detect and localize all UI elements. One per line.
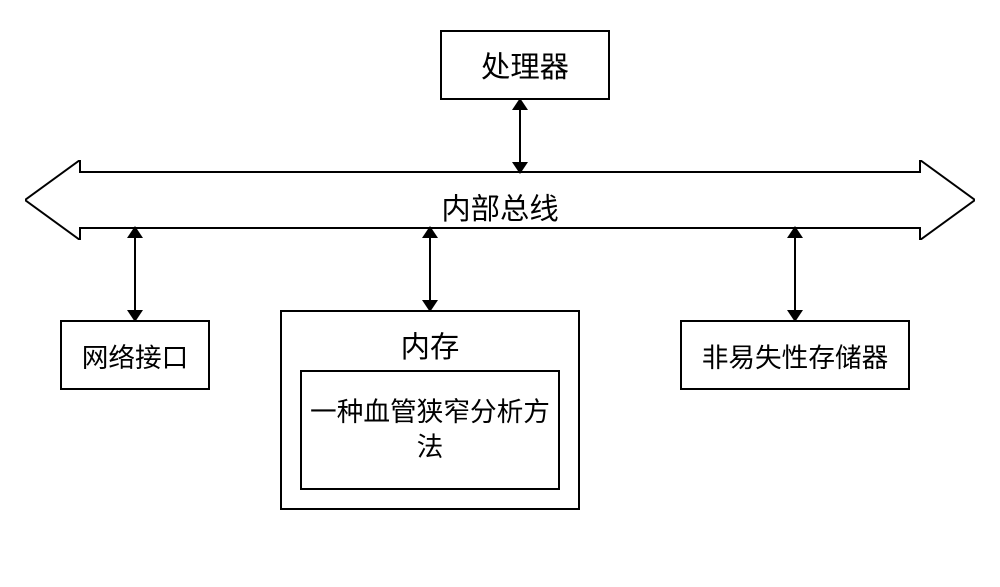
memory-method-label: 一种血管狭窄分析方法 <box>310 395 550 464</box>
processor-box: 处理器 <box>440 30 610 100</box>
network-interface-box: 网络接口 <box>60 320 210 390</box>
nvram-label: 非易失性存储器 <box>702 336 889 375</box>
network-interface-label: 网络接口 <box>82 336 189 375</box>
memory-label: 内存 <box>401 324 460 366</box>
connector-network-bus <box>120 226 150 322</box>
connector-nvram-bus <box>780 226 810 322</box>
system-bus-diagram: 处理器 内部总线 网络接口 内存 一种血管狭窄分析方法 <box>0 0 1000 587</box>
processor-label: 处理器 <box>481 44 569 86</box>
nvram-box: 非易失性存储器 <box>680 320 910 390</box>
connector-memory-bus <box>415 226 445 312</box>
internal-bus-label: 内部总线 <box>400 186 600 228</box>
memory-method-box: 一种血管狭窄分析方法 <box>300 370 560 490</box>
